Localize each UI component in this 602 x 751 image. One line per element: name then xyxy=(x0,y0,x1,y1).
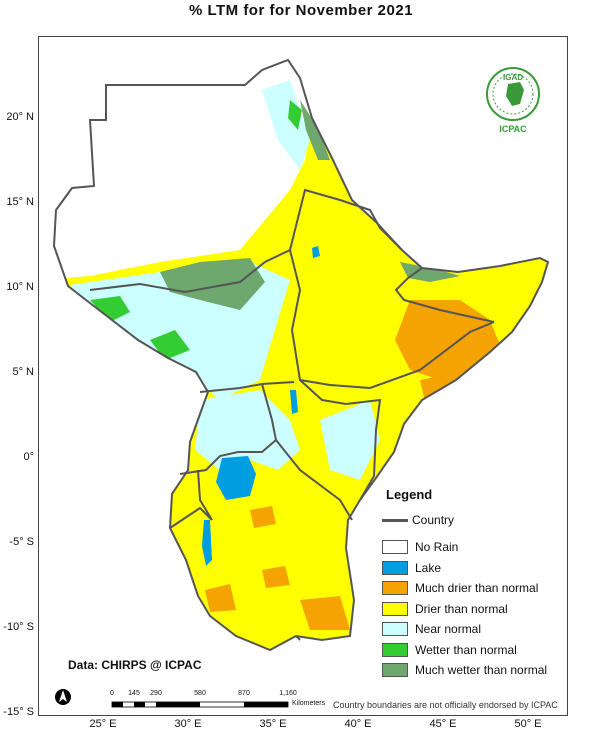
legend-swatch xyxy=(382,663,408,677)
legend-item: Much wetter than normal xyxy=(382,663,547,677)
legend-swatch xyxy=(382,540,408,554)
legend-item: Lake xyxy=(382,560,442,575)
legend-label: No Rain xyxy=(415,540,459,554)
scale-tick-label: 580 xyxy=(194,690,206,697)
legend-country-label: Country xyxy=(412,513,455,527)
longitude-label: 40° E xyxy=(344,718,372,730)
longitude-label: 25° E xyxy=(89,718,117,730)
igad-icpac-logo: IGAD ICPAC xyxy=(482,66,544,138)
map-title: % LTM for for November 2021 xyxy=(188,2,414,19)
longitude-label: 30° E xyxy=(174,718,202,730)
latitude-label: 20° N xyxy=(6,111,34,123)
legend-item: Much drier than normal xyxy=(382,581,538,595)
logo-top-text: IGAD xyxy=(503,73,523,82)
latitude-label: 5° N xyxy=(12,366,34,378)
legend-item: Wetter than normal xyxy=(382,642,517,657)
scale-tick-label: 1,160 xyxy=(279,690,297,697)
north-arrow-icon xyxy=(55,689,71,705)
legend-label: Much wetter than normal xyxy=(415,663,548,677)
legend-title: Legend xyxy=(386,487,433,502)
legend-label: Lake xyxy=(415,560,442,575)
scale-tick-label: 290 xyxy=(150,690,162,697)
boundary-disclaimer: Country boundaries are not officially en… xyxy=(333,700,558,710)
latitude-label: 10° N xyxy=(6,281,34,293)
data-credit: Data: CHIRPS @ ICPAC xyxy=(68,658,202,672)
country-line-swatch xyxy=(382,518,408,522)
legend-item: No Rain xyxy=(382,540,458,554)
legend-label: Near normal xyxy=(415,622,482,636)
scale-tick-label: 870 xyxy=(238,690,250,697)
longitude-label: 45° E xyxy=(429,718,457,730)
lake-tanganyika xyxy=(202,520,212,566)
legend-label: Wetter than normal xyxy=(415,642,517,657)
much-wetter-area xyxy=(160,258,265,310)
legend-item: Drier than normal xyxy=(382,601,508,616)
latitude-label: 15° N xyxy=(6,196,34,208)
scale-tick-label: 145 xyxy=(128,690,140,697)
latitude-label: -5° S xyxy=(9,536,34,548)
scale-bar xyxy=(111,701,289,708)
scale-tick-label: 0 xyxy=(110,690,114,697)
legend-item: Near normal xyxy=(382,622,481,636)
legend-label: Much drier than normal xyxy=(415,581,539,595)
legend-swatch xyxy=(382,622,408,636)
latitude-label: -10° S xyxy=(3,621,34,633)
longitude-label: 50° E xyxy=(514,718,542,730)
latitude-label: 0° xyxy=(23,451,34,463)
wetter-area xyxy=(90,296,130,322)
legend-label: Drier than normal xyxy=(415,601,508,616)
latitude-label: -15° S xyxy=(3,706,34,718)
lake-victoria xyxy=(216,456,256,500)
longitude-label: 35° E xyxy=(259,718,287,730)
much-drier-area xyxy=(395,300,500,380)
legend-swatch xyxy=(382,581,408,595)
country-boundaries xyxy=(52,58,550,652)
legend-swatch xyxy=(382,601,408,616)
legend-country-row: Country xyxy=(382,513,454,527)
legend-swatch xyxy=(382,560,408,575)
logo-bottom-text: ICPAC xyxy=(499,124,527,134)
scale-unit-label: Kilometers xyxy=(292,700,326,707)
legend-swatch xyxy=(382,642,408,657)
